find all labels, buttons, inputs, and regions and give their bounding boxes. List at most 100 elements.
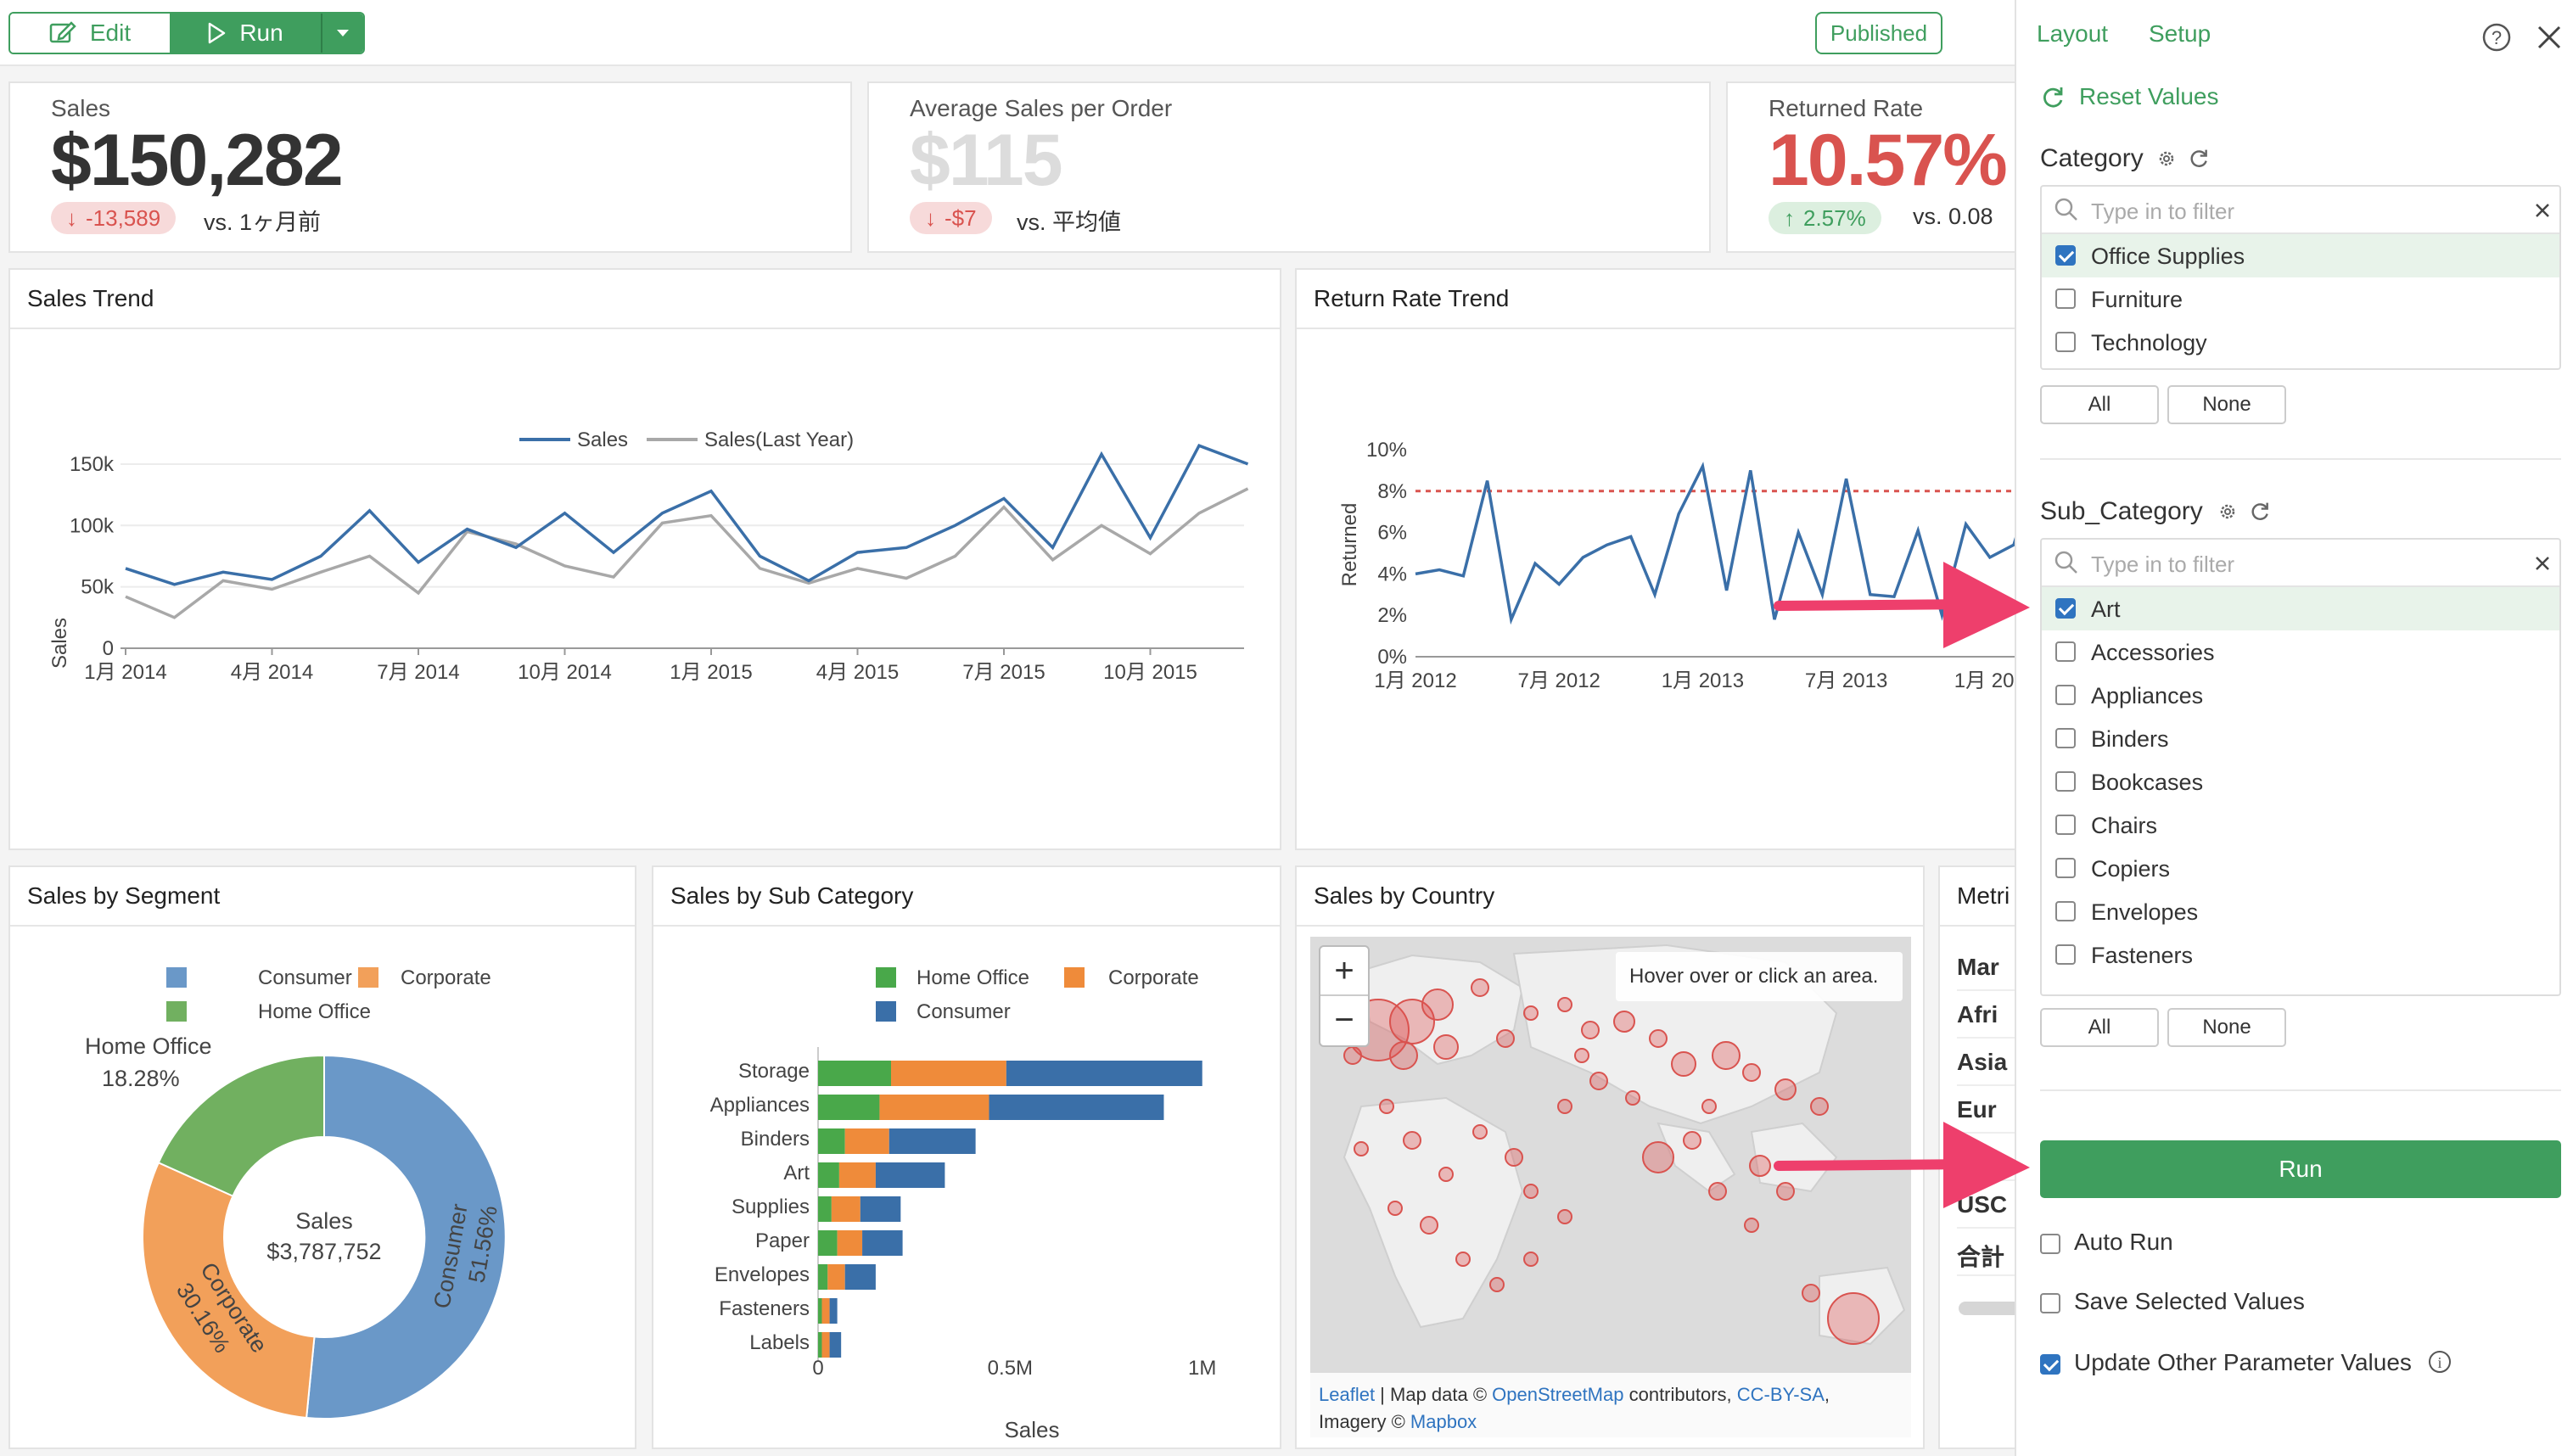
sub-category-none-button[interactable]: None [2167, 1008, 2286, 1047]
checkbox[interactable] [2040, 1234, 2060, 1254]
bar-segment-consumer [844, 1264, 876, 1290]
zoom-in-button[interactable]: + [1320, 947, 1368, 996]
kpi-label: Sales [51, 95, 111, 121]
checkbox[interactable] [2055, 685, 2076, 705]
kpi-compare: vs. 0.08 [1913, 204, 1993, 229]
donut-center-value: $3,787,752 [266, 1239, 381, 1264]
category-all-button[interactable]: All [2040, 385, 2159, 424]
sub-category-all-button[interactable]: All [2040, 1008, 2159, 1047]
x-tick-label: 1月 2015 [670, 661, 752, 684]
x-tick-label: 4月 2015 [816, 661, 899, 684]
refresh-icon [2043, 87, 2063, 108]
cc-by-sa-link[interactable]: CC-BY-SA [1736, 1384, 1825, 1405]
checkbox[interactable] [2055, 332, 2076, 352]
tab-layout[interactable]: Layout [2037, 20, 2109, 47]
category-option-furniture[interactable]: Furniture [2042, 277, 2559, 321]
tab-setup[interactable]: Setup [2149, 20, 2211, 47]
info-icon[interactable]: i [2427, 1349, 2452, 1375]
legend-label-home-office: Home Office [917, 966, 1029, 989]
svg-text:i: i [2437, 1354, 2441, 1371]
gear-icon[interactable] [2217, 501, 2239, 523]
x-tick-label: 1M [1188, 1357, 1216, 1380]
clear-icon[interactable] [2534, 555, 2551, 572]
sub-category-option-fasteners[interactable]: Fasteners [2042, 933, 2559, 977]
bar-segment-home-office [818, 1162, 839, 1188]
refresh-icon[interactable] [2188, 148, 2210, 170]
category-label: Supplies [732, 1196, 810, 1218]
close-icon[interactable] [2536, 24, 2563, 51]
country-bubble [1802, 1284, 1820, 1302]
donut-slice-corporate [142, 1161, 316, 1420]
checkbox[interactable] [2055, 858, 2076, 878]
run-button[interactable]: Run [170, 14, 321, 53]
sub-category-option-art[interactable]: Art [2042, 587, 2559, 630]
bar-segment-consumer [888, 1128, 976, 1154]
search-icon [2054, 198, 2077, 221]
checkbox[interactable] [2055, 944, 2076, 965]
checkbox-checked[interactable] [2055, 598, 2076, 619]
zoom-out-button[interactable]: − [1334, 1001, 1354, 1039]
category-label: Labels [749, 1331, 810, 1354]
legend-label-consumer: Consumer [917, 1000, 1011, 1023]
clear-icon[interactable] [2534, 202, 2551, 219]
option-label: Auto Run [2074, 1229, 2173, 1255]
checkbox-checked[interactable] [2055, 245, 2076, 266]
refresh-icon[interactable] [2249, 501, 2271, 523]
run-dropdown-button[interactable] [321, 14, 363, 53]
published-badge[interactable]: Published [1815, 12, 1942, 54]
country-bubble [1523, 1005, 1539, 1021]
country-bubble [1433, 1034, 1459, 1060]
kpi-change-value: -13,589 [86, 204, 161, 231]
leaflet-link[interactable]: Leaflet [1319, 1384, 1376, 1405]
donut-slice-home-office [157, 1054, 325, 1197]
help-icon[interactable]: ? [2481, 22, 2512, 53]
sub-category-option-accessories[interactable]: Accessories [2042, 630, 2559, 674]
y-tick-label: 8% [1377, 480, 1407, 503]
checkbox[interactable] [2040, 1293, 2060, 1313]
category-option-technology[interactable]: Technology [2042, 321, 2559, 364]
chart-legend: Consumer Corporate Home Office [166, 966, 491, 1023]
edit-label: Edit [89, 20, 132, 46]
section-divider [2040, 458, 2561, 460]
country-bubble [1403, 1131, 1421, 1150]
world-map[interactable]: + − Hover over or click an area. Leaflet… [1310, 937, 1911, 1437]
y-tick-label: 6% [1377, 522, 1407, 545]
checkbox[interactable] [2055, 641, 2076, 662]
category-filter-input[interactable]: Type in to filter [2042, 187, 2559, 234]
sales-trend-chart: Sales Sales(Last Year) Sales 0 50k 100k 150… [48, 428, 1249, 684]
sub-category-option-bookcases[interactable]: Bookcases [2042, 760, 2559, 804]
country-bubble [1471, 978, 1489, 997]
option-label: Appliances [2091, 683, 2204, 708]
country-bubble [1712, 1041, 1741, 1070]
country-bubble [1574, 1048, 1589, 1063]
checkbox-checked[interactable] [2040, 1354, 2060, 1375]
table-row: Mar [1957, 944, 2064, 991]
x-tick-label: 7月 2013 [1805, 669, 1887, 692]
mapbox-link[interactable]: Mapbox [1410, 1411, 1477, 1432]
parameter-side-panel: Layout Setup ? Reset Values Category Typ… [2015, 0, 2573, 1456]
checkbox[interactable] [2055, 771, 2076, 792]
osm-link[interactable]: OpenStreetMap [1492, 1384, 1624, 1405]
category-option-office-supplies[interactable]: Office Supplies [2042, 234, 2559, 277]
checkbox[interactable] [2055, 901, 2076, 921]
country-bubble [1387, 1201, 1403, 1216]
checkbox[interactable] [2055, 288, 2076, 309]
legend-swatch-consumer [876, 1001, 896, 1022]
sub-category-option-copiers[interactable]: Copiers [2042, 847, 2559, 890]
run-parameters-button[interactable]: Run [2040, 1140, 2561, 1198]
sub-category-option-binders[interactable]: Binders [2042, 717, 2559, 760]
category-filter-box: Type in to filter Office Supplies Furnit… [2040, 185, 2561, 370]
sub-category-option-envelopes[interactable]: Envelopes [2042, 890, 2559, 933]
category-none-button[interactable]: None [2167, 385, 2286, 424]
sub-category-option-chairs[interactable]: Chairs [2042, 804, 2559, 847]
y-axis-title: Sales [48, 618, 71, 669]
checkbox[interactable] [2055, 815, 2076, 835]
sub-category-filter-input[interactable]: Type in to filter [2042, 540, 2559, 587]
gear-icon[interactable] [2155, 148, 2178, 170]
map-hover-hint: Hover over or click an area. [1616, 952, 1903, 1001]
category-label: Binders [741, 1128, 810, 1151]
sub-category-option-appliances[interactable]: Appliances [2042, 674, 2559, 717]
reset-values-link[interactable]: Reset Values [2079, 83, 2219, 109]
checkbox[interactable] [2055, 728, 2076, 748]
edit-button[interactable]: Edit [10, 14, 170, 53]
